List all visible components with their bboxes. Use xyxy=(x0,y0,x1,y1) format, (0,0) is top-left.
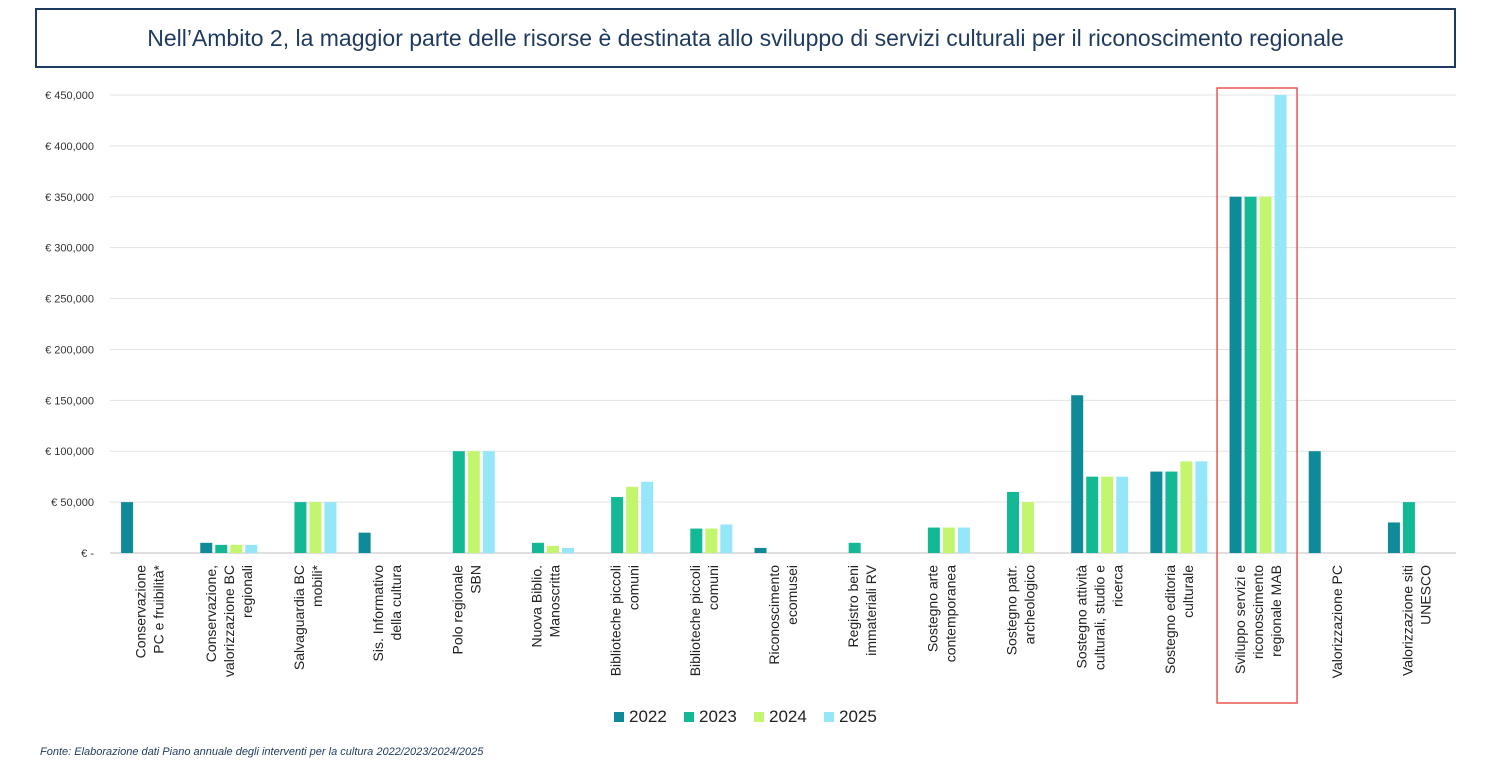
bar-2024-6 xyxy=(626,486,639,553)
x-tick-label-9: Registro beni immateriali RV xyxy=(845,564,879,655)
x-tick-label-16: Valorizzazione siti UNESCO xyxy=(1399,565,1433,676)
bar-2024-7 xyxy=(705,528,718,553)
bar-2024-2 xyxy=(309,502,322,553)
y-tick-label-7: € 350,000 xyxy=(45,192,94,204)
x-tick-label-5: Nuova Biblio. Manoscritta xyxy=(528,565,562,648)
legend-swatch-2022 xyxy=(614,712,624,722)
bar-2024-14 xyxy=(1259,196,1272,553)
x-tick-label-1: Conservazione, valorizzazione BC regionali xyxy=(203,565,255,677)
bar-2023-6 xyxy=(611,497,624,553)
bar-2022-16 xyxy=(1387,522,1400,553)
legend-swatch-2024 xyxy=(754,712,764,722)
x-tick-label-12: Sostegno attività culturali, studio e rice… xyxy=(1074,565,1126,670)
bar-2023-1 xyxy=(215,544,228,553)
y-tick-label-3: € 150,000 xyxy=(45,395,94,407)
bar-2024-10 xyxy=(942,527,955,553)
bar-2025-13 xyxy=(1195,461,1208,553)
x-tick-label-10: Sostegno arte contemporanea xyxy=(924,565,958,663)
bar-2023-13 xyxy=(1165,471,1178,553)
x-tick-label-3: Sis. Informativo della cultura xyxy=(370,565,404,662)
legend-swatch-2023 xyxy=(684,712,694,722)
legend-label-2023: 2023 xyxy=(699,707,737,726)
legend-label-2024: 2024 xyxy=(769,707,807,726)
bar-2024-5 xyxy=(546,545,559,553)
bar-2023-12 xyxy=(1086,476,1099,553)
x-tick-label-4: Polo regionale SBN xyxy=(449,565,483,655)
bar-2023-4 xyxy=(452,451,465,553)
y-tick-label-2: € 100,000 xyxy=(45,446,94,458)
y-tick-label-0: € - xyxy=(81,548,94,560)
bar-2025-2 xyxy=(324,502,337,553)
bar-2023-2 xyxy=(294,502,307,553)
chart-title-box: Nell’Ambito 2, la maggior parte delle ri… xyxy=(35,8,1456,68)
y-tick-label-1: € 50,000 xyxy=(51,497,94,509)
legend-swatch-2025 xyxy=(824,712,834,722)
bar-2022-0 xyxy=(121,502,134,553)
bar-2025-10 xyxy=(957,527,970,553)
bar-2022-12 xyxy=(1071,395,1084,553)
bar-2023-11 xyxy=(1007,491,1020,553)
bar-2022-14 xyxy=(1229,196,1242,553)
x-tick-label-8: Riconoscimento ecomusei xyxy=(766,565,800,665)
bar-2023-14 xyxy=(1244,196,1257,553)
bar-2024-11 xyxy=(1022,502,1035,553)
bar-2025-12 xyxy=(1116,476,1129,553)
bar-2025-14 xyxy=(1274,95,1287,553)
bar-2025-1 xyxy=(245,544,258,553)
bar-2022-13 xyxy=(1150,471,1163,553)
bar-2025-7 xyxy=(720,524,733,553)
bar-2025-4 xyxy=(482,451,495,553)
bar-2023-10 xyxy=(927,527,940,553)
bar-2023-5 xyxy=(531,542,544,553)
bar-2022-8 xyxy=(754,547,767,553)
x-tick-label-0: Conservazione PC e fruibilità* xyxy=(133,564,167,658)
bar-2023-7 xyxy=(690,528,703,553)
bar-2024-13 xyxy=(1180,461,1193,553)
bar-2023-9 xyxy=(848,542,861,553)
bar-2025-6 xyxy=(641,481,654,553)
highlight-box xyxy=(1216,87,1298,704)
y-tick-label-4: € 200,000 xyxy=(45,344,94,356)
y-tick-label-9: € 450,000 xyxy=(45,90,94,102)
x-tick-label-14: Sviluppo servizi e riconoscimento regional… xyxy=(1232,565,1284,674)
x-tick-label-11: Sostegno patr. archeologico xyxy=(1004,565,1038,656)
legend-label-2022: 2022 xyxy=(629,707,667,726)
bar-2024-4 xyxy=(467,451,480,553)
x-tick-label-15: Valorizzazione PC xyxy=(1329,565,1345,678)
source-note: Fonte: Elaborazione dati Piano annuale d… xyxy=(40,746,484,758)
bar-2024-12 xyxy=(1101,476,1114,553)
y-tick-label-8: € 400,000 xyxy=(45,141,94,153)
x-tick-label-13: Sostegno editoria culturale xyxy=(1162,565,1196,674)
bar-2023-16 xyxy=(1402,502,1415,553)
bar-2022-3 xyxy=(358,532,371,553)
legend-label-2025: 2025 xyxy=(839,707,877,726)
bar-2025-5 xyxy=(561,547,574,553)
x-tick-label-6: Biblioteche piccoli comuni xyxy=(608,565,642,676)
bar-2024-1 xyxy=(230,544,243,553)
bar-2022-15 xyxy=(1308,451,1321,553)
chart-title: Nell’Ambito 2, la maggior parte delle ri… xyxy=(147,24,1344,51)
y-tick-label-6: € 300,000 xyxy=(45,243,94,255)
x-tick-label-2: Salvaguardia BC mobili* xyxy=(291,564,325,670)
x-tick-label-7: Biblioteche piccoli comuni xyxy=(687,565,721,676)
y-tick-label-5: € 250,000 xyxy=(45,294,94,306)
bar-2022-1 xyxy=(200,542,213,553)
